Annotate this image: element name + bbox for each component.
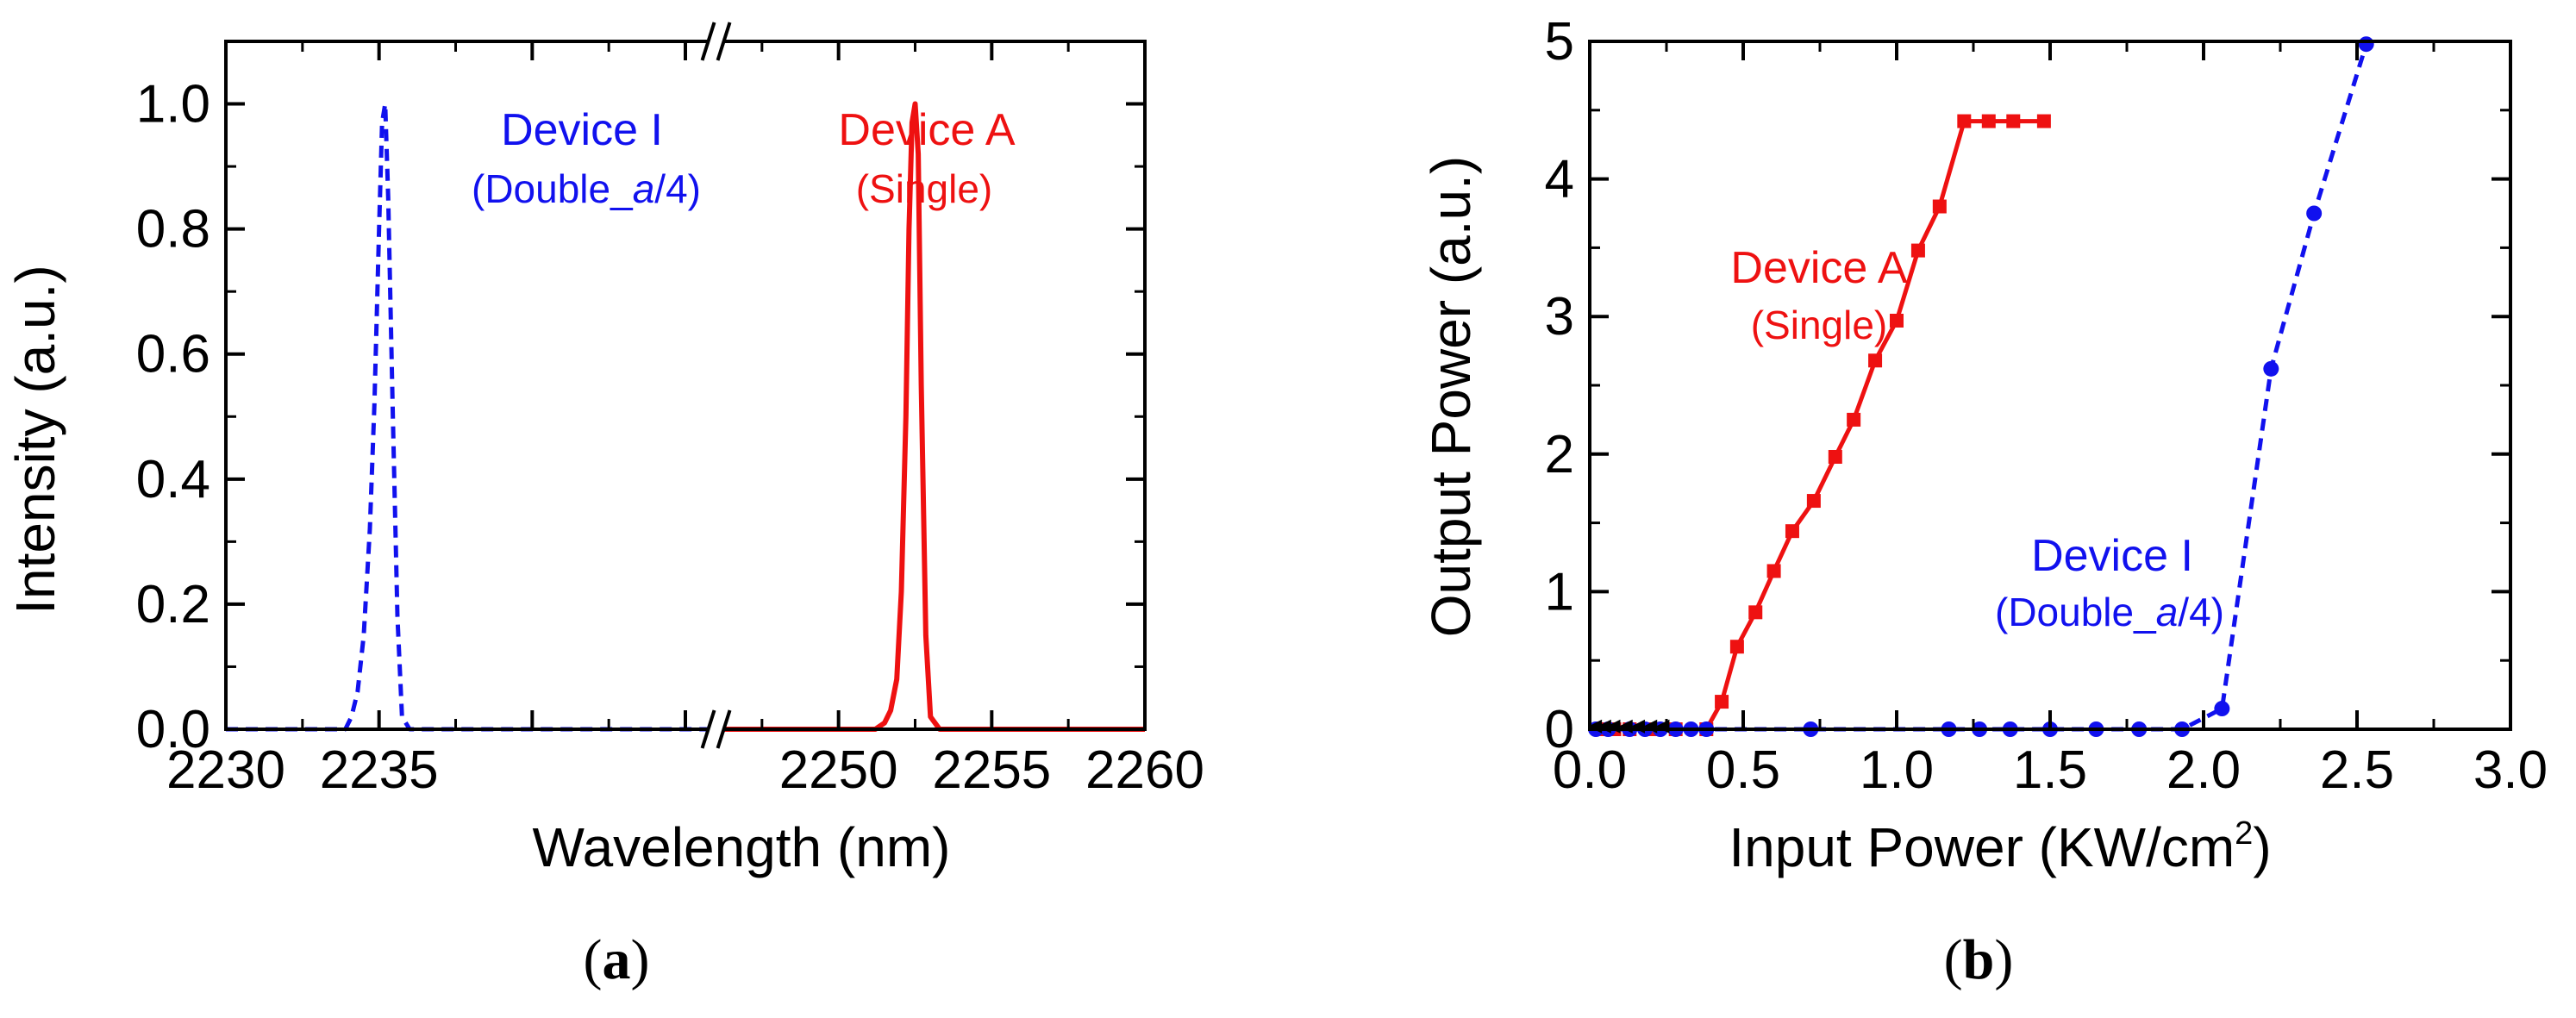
data-point-device-i: [2214, 701, 2230, 717]
y-tick-label: 0.0: [136, 700, 210, 759]
x-tick-label: 0.5: [1706, 740, 1780, 800]
x-tick-label: 3.0: [2473, 740, 2548, 800]
y-tick-label: 0.6: [136, 325, 210, 384]
x-tick-label: 2250: [779, 740, 898, 800]
panel-a-device-a-label: Device A: [838, 105, 1016, 155]
series-line-device-i: [1596, 43, 2369, 732]
y-tick-label: 0.8: [136, 200, 210, 259]
series-line-device-i: [226, 102, 716, 732]
panel-a-y-axis-title: Intensity (a.u.): [4, 265, 66, 615]
panel-b-label: (b): [1944, 928, 2014, 991]
data-point-device-a: [1828, 449, 1842, 464]
y-tick-label: 1: [1545, 562, 1574, 621]
panel-b-device-i-detail: (Double_a/4): [1995, 590, 2224, 634]
panel-a-device-i-label: Device I: [501, 105, 663, 155]
x-tick-label: 2260: [1085, 740, 1204, 800]
panel-b-device-a-label: Device A: [1730, 243, 1908, 293]
y-tick-label: 0.2: [136, 575, 210, 634]
panel-b-y-tick-labels: 0 1 2 3 4 5: [1545, 12, 1574, 759]
y-tick-label: 5: [1545, 12, 1574, 72]
panel-a-x-tick-labels: 2230 2235 2250 2255 2260: [166, 740, 1204, 800]
panel-a-x-axis-title: Wavelength (nm): [533, 816, 951, 878]
data-point-device-a: [1868, 353, 1883, 368]
axis-break-slash: [700, 709, 716, 749]
panel-b-x-tick-labels: 0.0 0.5 1.0 1.5 2.0 2.5 3.0: [1553, 740, 2548, 800]
data-point-device-i: [2263, 360, 2279, 377]
panel-b-power-chart: 0.0 0.5 1.0 1.5 2.0 2.5 3.0 0 1 2 3 4 5 Input Power…: [1420, 12, 2548, 991]
panel-b-y-axis-title: Output Power (a.u.): [1420, 156, 1482, 637]
data-point-device-a: [1729, 640, 1744, 654]
x-tick-label: 2.0: [2166, 740, 2241, 800]
data-point-device-a: [1890, 313, 1904, 328]
data-point-device-i: [2358, 36, 2374, 53]
data-point-device-a: [2036, 114, 2051, 128]
panel-a-ticks: [224, 40, 1147, 731]
panel-a-axis-break: [700, 16, 732, 755]
data-point-device-a: [1981, 114, 1996, 128]
data-point-device-a: [1785, 524, 1799, 539]
data-point-device-a: [1766, 564, 1781, 578]
y-tick-label: 4: [1545, 150, 1574, 209]
panel-a-label: (a): [584, 928, 650, 991]
x-tick-label: 1.0: [1860, 740, 1934, 800]
x-tick-label: 0.0: [1553, 740, 1627, 800]
panel-b-device-i-label: Device I: [2031, 531, 2193, 581]
panel-a-device-a-detail: (Single): [856, 166, 993, 211]
series-line-device-a: [716, 101, 1145, 732]
y-tick-label: 3: [1545, 287, 1574, 347]
panel-a-y-tick-labels: 0.0 0.2 0.4 0.6 0.8 1.0: [136, 75, 210, 759]
axis-break-slash: [700, 22, 716, 61]
axis-break-slash: [716, 709, 732, 749]
panel-b-ticks: [1588, 40, 2512, 731]
data-point-device-a: [1957, 114, 1972, 128]
panel-a-device-i-detail: (Double_a/4): [472, 166, 701, 211]
data-point-device-a: [2006, 114, 2021, 128]
data-point-device-a: [1932, 199, 1947, 214]
data-point-device-a: [1910, 243, 1925, 258]
panel-a-marks: [226, 101, 1145, 732]
x-tick-label: 2.5: [2320, 740, 2394, 800]
series-line-device-a: [1598, 119, 2044, 732]
y-tick-label: 0.4: [136, 450, 210, 509]
y-tick-label: 1.0: [136, 75, 210, 134]
x-tick-label: 2235: [320, 740, 439, 800]
data-point-device-i: [2306, 205, 2323, 222]
panel-b-marks: [1588, 36, 2374, 737]
x-tick-label: 1.5: [2013, 740, 2087, 800]
data-point-device-a: [1748, 605, 1763, 620]
panel-a-spectrum-chart: 2230 2235 2250 2255 2260 0.00.20.40.60.81.0 …: [4, 16, 1204, 991]
axis-break-slash: [716, 22, 732, 61]
y-tick-label: 0: [1545, 700, 1574, 759]
x-tick-label: 2255: [932, 740, 1051, 800]
data-point-device-a: [1847, 412, 1861, 427]
data-point-device-a: [1715, 695, 1729, 709]
panel-b-device-a-detail: (Single): [1751, 303, 1888, 347]
x-tick-label: 2230: [166, 740, 285, 800]
panel-b-x-axis-title: Input Power (KW/cm2): [1729, 815, 2271, 878]
y-tick-label: 2: [1545, 425, 1574, 484]
data-point-device-a: [1806, 494, 1821, 509]
